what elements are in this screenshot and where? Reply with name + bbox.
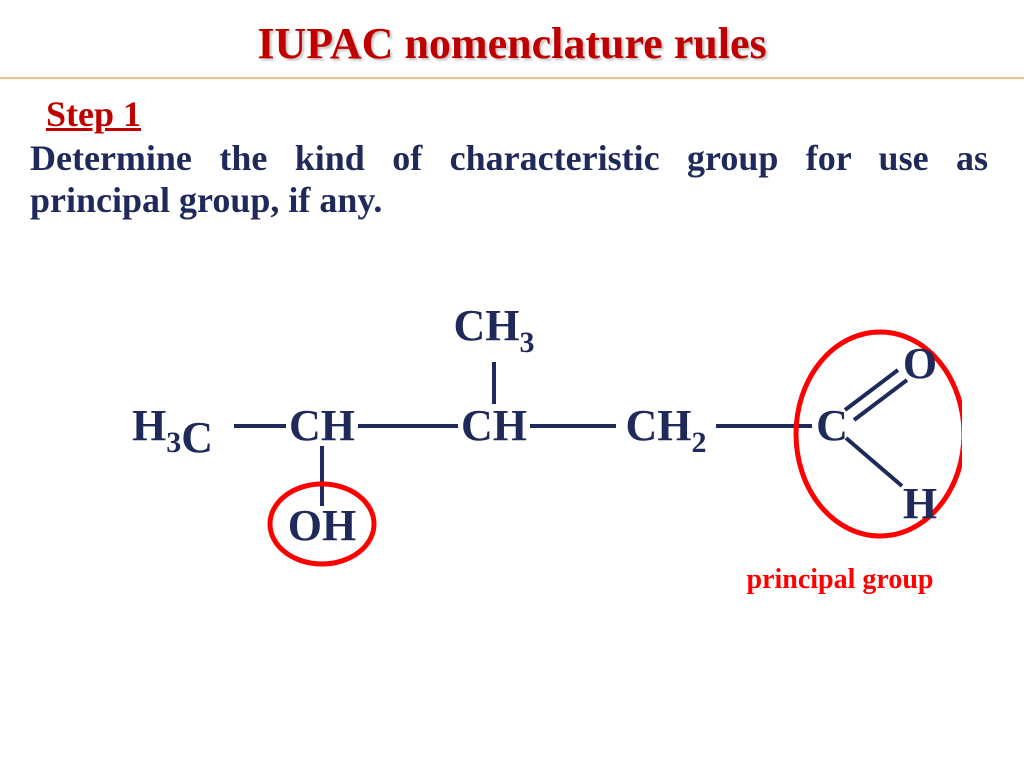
svg-text:O: O [903, 339, 937, 388]
svg-text:CH: CH [461, 401, 527, 450]
svg-text:OH: OH [288, 501, 356, 550]
svg-text:CH2: CH2 [626, 401, 707, 459]
svg-text:CH3: CH3 [454, 301, 535, 359]
slide: IUPAC nomenclature rules Step 1 Determin… [0, 0, 1024, 767]
body-text: Determine the kind of characteristic gro… [30, 137, 988, 221]
step-heading: Step 1 [46, 93, 1024, 135]
svg-text:C: C [816, 401, 848, 450]
chemical-diagram: H3CCHCHCH2CCH3OHOH principal group [0, 270, 1024, 635]
principal-group-label: principal group [747, 564, 934, 595]
svg-text:H3C: H3C [132, 401, 213, 462]
slide-title: IUPAC nomenclature rules [0, 0, 1024, 69]
svg-text:H: H [903, 479, 937, 528]
title-divider [0, 77, 1024, 79]
svg-text:CH: CH [289, 401, 355, 450]
